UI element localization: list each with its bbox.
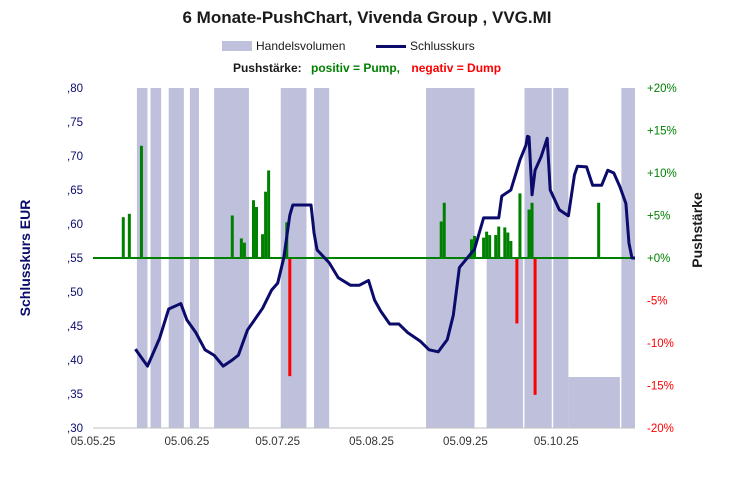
push-bar-positive [597, 202, 601, 258]
x-tick: 05.09.25 [443, 436, 488, 448]
y-tick-left: ,50 [67, 287, 83, 299]
push-bar-positive [527, 209, 531, 258]
legend-price-label: Schlusskurs [410, 39, 475, 53]
y-tick-right: +10% [647, 168, 677, 180]
push-bar-positive [509, 241, 513, 258]
push-bar-positive [518, 193, 522, 258]
push-bar-positive [469, 239, 473, 258]
push-bar-positive [488, 235, 492, 258]
push-bar-positive [261, 234, 265, 258]
x-tick: 05.10.25 [534, 436, 579, 448]
push-positive: positiv = Pump, [311, 61, 401, 75]
push-label: Pushstärke: [232, 61, 302, 75]
y-tick-right: -5% [647, 296, 667, 308]
price-line [134, 134, 635, 368]
push-bar-positive [242, 242, 246, 258]
push-bar-positive [439, 221, 443, 258]
push-bar-positive [485, 231, 489, 258]
y-tick-left: ,35 [67, 389, 83, 401]
y-tick-right: +20% [647, 83, 677, 95]
push-bar-positive [264, 191, 268, 258]
x-tick: 05.06.25 [164, 436, 209, 448]
legend-price: Schlusskurs [376, 39, 475, 53]
push-bar-positive [442, 202, 446, 258]
volume-swatch [222, 41, 252, 51]
push-bar-positive [251, 200, 255, 258]
y-tick-right: +15% [647, 126, 677, 138]
push-bar-positive [267, 170, 271, 258]
y-tick-right: +0% [647, 253, 670, 265]
push-negative: negativ = Dump [411, 61, 502, 75]
push-bar-positive [494, 235, 498, 258]
x-tick: 05.05.25 [71, 436, 116, 448]
push-bar-positive [239, 238, 243, 258]
y-tick-right: -15% [647, 381, 674, 393]
push-bar-positive [497, 226, 501, 258]
y-tick-left: ,55 [67, 253, 83, 265]
price-swatch [376, 44, 406, 48]
y-tick-left: ,80 [67, 83, 83, 95]
push-bar-positive [121, 217, 125, 258]
legend-volume-label: Handelsvolumen [256, 39, 346, 53]
y-tick-left: ,60 [67, 219, 83, 231]
push-bar-positive [530, 202, 534, 258]
volume-area [568, 377, 620, 428]
push-bar-positive [230, 215, 234, 258]
y-tick-left: ,75 [67, 117, 83, 129]
push-bar-positive [139, 145, 143, 258]
push-bar-positive [503, 227, 507, 258]
y-tick-left: ,40 [67, 355, 83, 367]
y-tick-left: ,65 [67, 185, 83, 197]
y-tick-right: +5% [647, 211, 670, 223]
push-bar-negative [533, 258, 537, 395]
y-tick-left: ,70 [67, 151, 83, 163]
push-legend: Pushstärke: positiv = Pump, negativ = Du… [0, 61, 734, 75]
y-tick-right: -20% [647, 423, 674, 435]
push-bar-positive [506, 232, 510, 258]
push-bar-positive [482, 237, 486, 258]
push-bar-negative [515, 258, 519, 324]
x-tick: 05.07.25 [255, 436, 300, 448]
y-tick-left: ,30 [67, 423, 83, 435]
chart-title: 6 Monate-PushChart, Vivenda Group , VVG.… [182, 8, 552, 27]
x-tick: 05.08.25 [349, 436, 394, 448]
y-tick-left: ,45 [67, 321, 83, 333]
legend-volume: Handelsvolumen [222, 39, 345, 53]
y-tick-right: -10% [647, 338, 674, 350]
push-bar-negative [288, 258, 292, 377]
push-bar-positive [127, 213, 131, 258]
push-bar-positive [255, 207, 259, 258]
